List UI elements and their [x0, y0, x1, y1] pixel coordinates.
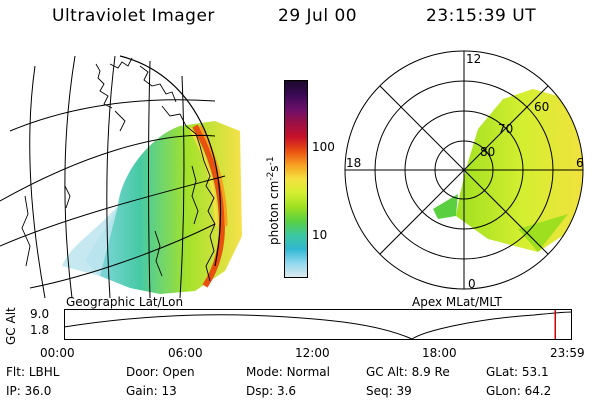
altitude-xtick-0: 00:00 [40, 346, 75, 360]
info-door: Door: Open [126, 365, 195, 379]
observation-time: 23:15:39 UT [426, 6, 537, 26]
altitude-ylabel: GC Alt [4, 307, 18, 345]
earth-limb [119, 55, 222, 267]
uv-dim-edge [62, 206, 118, 276]
colorbar-tick-100: 100 [312, 140, 335, 154]
polar-mlt-plot: 12 18 6 0 80 70 60 [344, 50, 584, 291]
mlt-label-12: 12 [466, 52, 481, 66]
latitude-grid [0, 99, 226, 289]
mlat-label-60: 60 [534, 100, 549, 114]
info-gain: Gain: 13 [126, 384, 177, 398]
info-glon: GLon: 64.2 [486, 384, 552, 398]
geographic-label: Geographic Lat/Lon [66, 295, 184, 309]
coastlines [21, 57, 216, 282]
info-mode: Mode: Normal [246, 365, 330, 379]
altitude-xtick-1: 06:00 [168, 346, 203, 360]
mlat-label-80: 80 [480, 145, 495, 159]
altitude-plot [64, 309, 572, 340]
info-flt: Flt: LBHL [6, 365, 60, 379]
info-seq: Seq: 39 [366, 384, 412, 398]
mlt-label-6: 6 [576, 156, 584, 170]
observation-date: 29 Jul 00 [278, 6, 358, 26]
aurora-band [192, 124, 226, 288]
altitude-ytick-max: 9.0 [30, 307, 50, 321]
polar-grid [344, 50, 584, 290]
geographic-map [0, 55, 242, 298]
altitude-xtick-2: 12:00 [295, 346, 330, 360]
colorbar [284, 80, 308, 278]
altitude-xtick-4: 23:59 [550, 346, 585, 360]
mlat-label-70: 70 [498, 122, 513, 136]
altitude-curve [64, 311, 572, 340]
uv-emission-region [85, 121, 242, 294]
altitude-ytick-min: 1.8 [30, 323, 50, 337]
apex-label: Apex MLat/MLT [412, 295, 502, 309]
mlt-label-0: 0 [468, 277, 476, 291]
info-ip: IP: 36.0 [6, 384, 52, 398]
mlt-label-18: 18 [346, 156, 361, 170]
longitude-grid [29, 55, 185, 298]
info-glat: GLat: 53.1 [486, 365, 549, 379]
colorbar-tick-10: 10 [312, 228, 328, 242]
colorbar-unit-label: photon cm-2s-1 [266, 156, 281, 245]
altitude-xtick-3: 18:00 [422, 346, 457, 360]
instrument-title: Ultraviolet Imager [52, 6, 215, 26]
info-dsp: Dsp: 3.6 [246, 384, 297, 398]
info-gc-alt: GC Alt: 8.9 Re [366, 365, 450, 379]
